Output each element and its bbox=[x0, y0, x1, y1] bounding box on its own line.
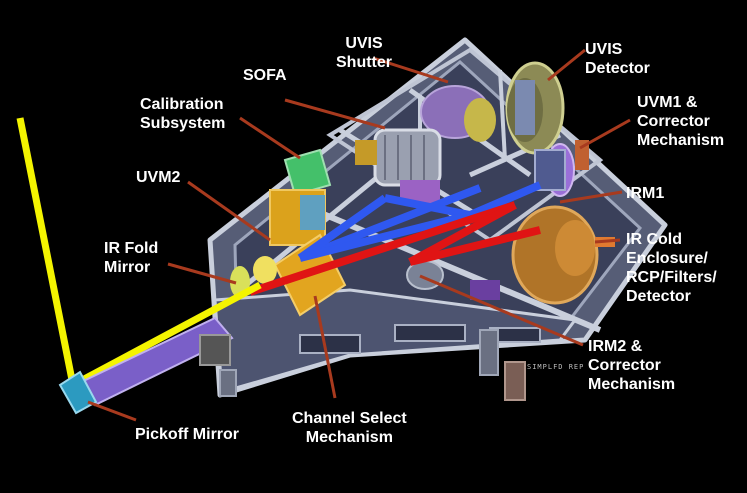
label-ir-fold-mirror: IR Fold Mirror bbox=[104, 240, 159, 276]
ir-beam-paths bbox=[248, 201, 541, 296]
support-legs bbox=[219, 329, 526, 401]
leader-lines bbox=[87, 48, 631, 422]
label-sofa: SOFA bbox=[243, 67, 287, 84]
label-irm2-corrector: IRM2 & Corrector Mechanism bbox=[588, 338, 676, 393]
uvm1-assembly bbox=[534, 140, 589, 197]
sofa-assembly bbox=[355, 128, 442, 205]
watermark-text: SIMPLFD REP bbox=[527, 363, 585, 371]
label-uvis-shutter: UVIS Shutter bbox=[336, 35, 392, 71]
label-ir-cold-enclosure: IR Cold Enclosure/ RCP/Filters/ Detector bbox=[626, 231, 717, 305]
label-pickoff-mirror: Pickoff Mirror bbox=[135, 426, 240, 443]
label-channel-select-mechanism: Channel Select Mechanism bbox=[292, 410, 407, 446]
uvis-shutter-assembly bbox=[420, 85, 496, 142]
label-uvm1-corrector: UVM1 & Corrector Mechanism bbox=[637, 94, 725, 149]
calibration-assembly bbox=[269, 148, 332, 246]
pickoff-arm bbox=[58, 316, 234, 415]
label-irm1: IRM1 bbox=[626, 185, 665, 202]
uvis-detector-assembly bbox=[505, 61, 565, 155]
label-calibration-subsystem: Calibration Subsystem bbox=[140, 96, 226, 132]
uv-beam-paths bbox=[297, 181, 542, 262]
label-uvis-detector: UVIS Detector bbox=[585, 41, 650, 77]
label-uvm2: UVM2 bbox=[136, 169, 181, 186]
